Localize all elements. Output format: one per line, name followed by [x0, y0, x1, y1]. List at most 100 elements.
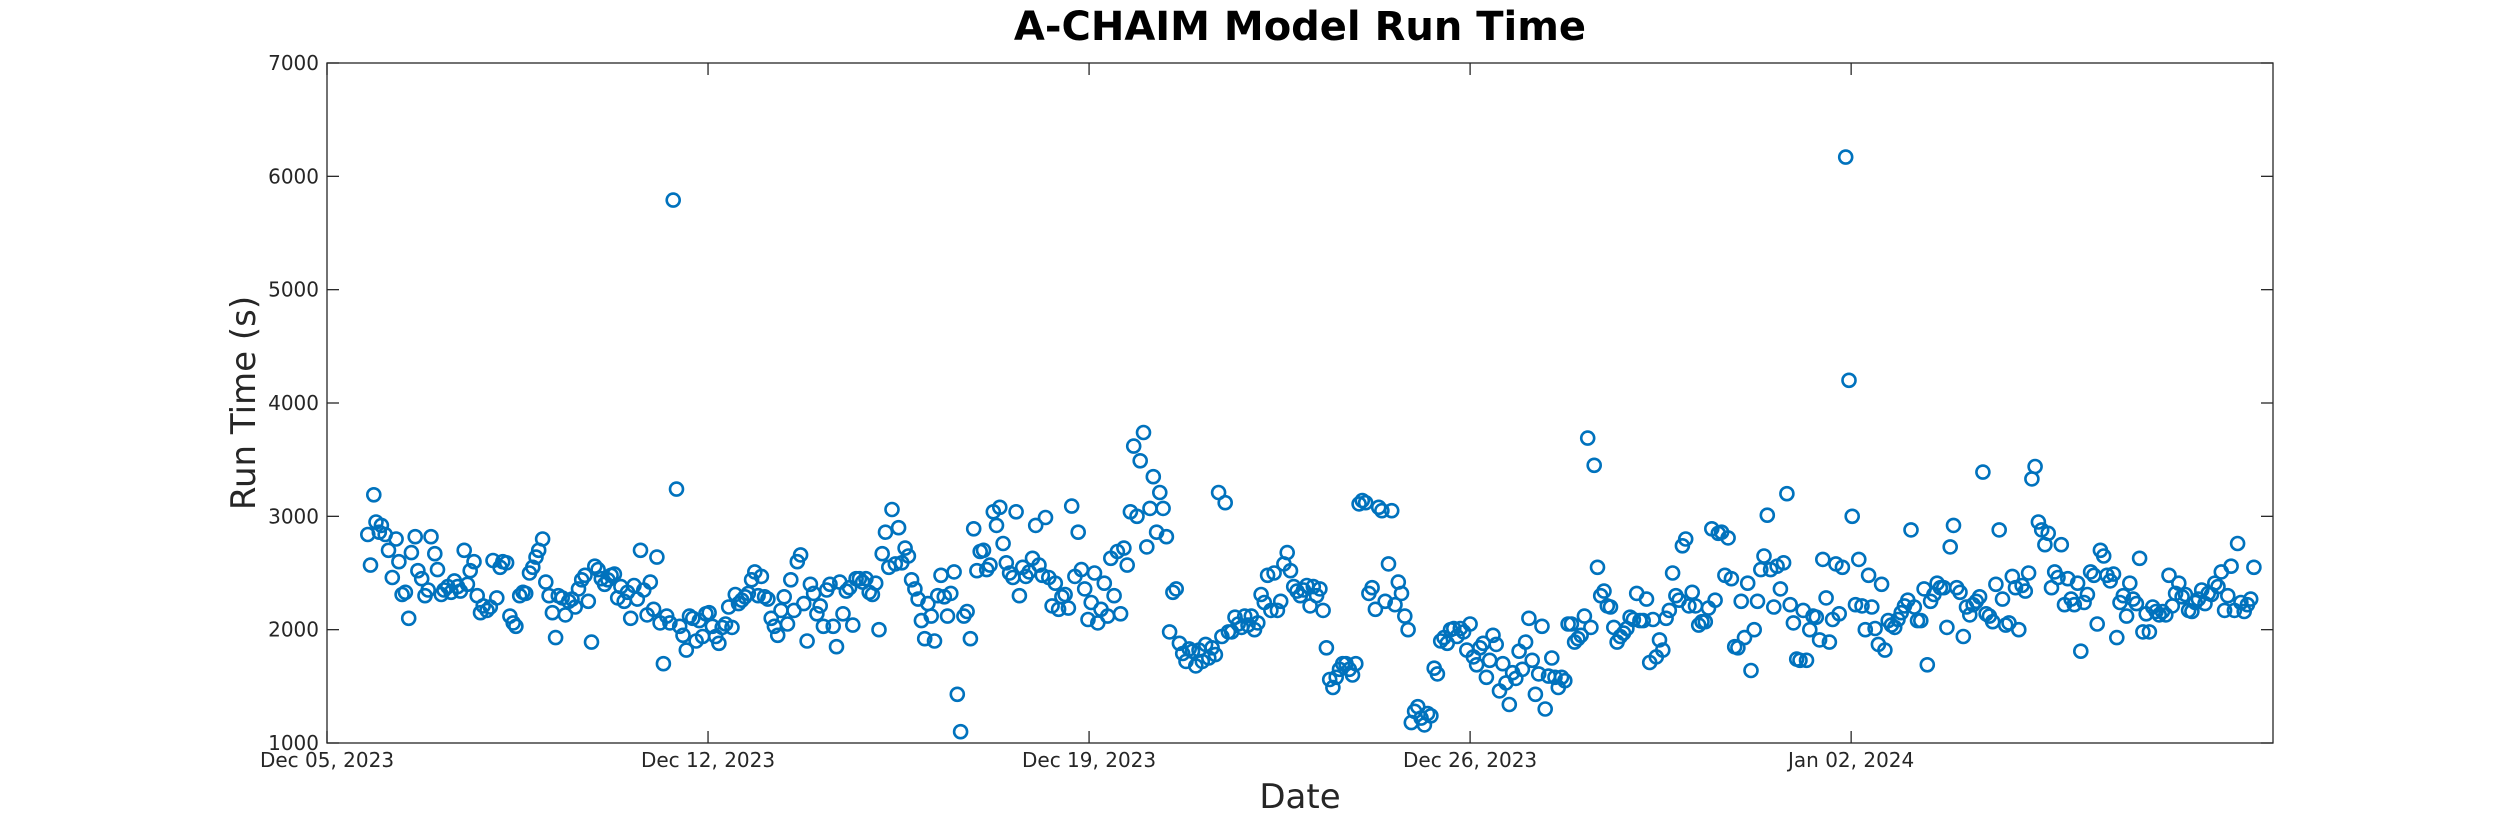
data-point: [1165, 584, 1181, 601]
x-tick-label: Dec 05, 2023: [260, 748, 394, 772]
data-point: [835, 605, 851, 622]
data-point: [1145, 468, 1162, 485]
x-tick-label: Dec 19, 2023: [1022, 748, 1156, 772]
data-point: [1325, 679, 1341, 696]
data-point: [962, 630, 979, 647]
data-point: [1854, 598, 1870, 614]
data-point: [1841, 372, 1857, 389]
data-point: [975, 542, 992, 559]
data-point: [590, 561, 606, 578]
data-point: [1681, 598, 1697, 614]
chart-title: A-CHAIM Model Run Time: [1014, 4, 1586, 50]
data-point: [2011, 621, 2027, 638]
data-point: [1008, 503, 1024, 520]
data-point: [1661, 602, 1678, 619]
data-point: [779, 616, 796, 632]
data-point: [1514, 661, 1531, 678]
data-point: [1315, 602, 1331, 619]
data-point: [2095, 548, 2112, 564]
data-point: [2122, 575, 2138, 592]
data-point: [1782, 596, 1798, 613]
data-point: [1207, 646, 1224, 663]
data-point: [384, 569, 401, 586]
data-point: [1808, 609, 1825, 626]
data-point: [1867, 620, 1883, 637]
data-point: [2079, 586, 2096, 603]
data-point: [952, 723, 969, 740]
data-point: [1553, 669, 1570, 686]
data-point: [403, 544, 420, 561]
data-point: [769, 627, 786, 644]
data-point: [2040, 525, 2056, 542]
data-point: [792, 547, 809, 563]
data-point: [1129, 508, 1145, 525]
data-point: [871, 621, 887, 638]
data-point: [1027, 517, 1044, 534]
data-point: [1942, 539, 1958, 555]
data-point: [838, 583, 855, 599]
data-point: [1547, 669, 1563, 686]
data-point: [2246, 559, 2262, 576]
data-point: [782, 571, 799, 588]
data-point: [2141, 624, 2158, 640]
data-point: [1468, 656, 1485, 673]
data-point: [2017, 583, 2034, 599]
data-point: [1837, 149, 1854, 165]
data-point: [1495, 655, 1511, 672]
data-point: [1975, 464, 1991, 480]
data-point: [2007, 579, 2024, 596]
y-tick-label: 4000: [268, 391, 319, 415]
data-point: [1847, 596, 1864, 613]
data-point: [429, 561, 446, 578]
data-point: [884, 501, 900, 518]
data-point: [776, 588, 793, 605]
x-tick-label: Dec 26, 2023: [1403, 748, 1537, 772]
data-point: [1851, 551, 1867, 568]
data-point: [1446, 620, 1462, 637]
data-point: [537, 574, 554, 590]
data-point: [1429, 666, 1446, 682]
data-point: [436, 582, 452, 598]
data-point: [391, 553, 407, 570]
data-point: [671, 618, 688, 635]
data-point: [1057, 586, 1073, 603]
data-point: [1602, 599, 1619, 615]
data-point: [995, 535, 1011, 552]
data-point: [1096, 575, 1113, 592]
data-point: [1400, 621, 1416, 638]
data-point: [1798, 652, 1815, 669]
data-point: [851, 570, 868, 587]
data-point: [365, 486, 382, 503]
data-point: [1351, 496, 1367, 512]
data-point: [655, 655, 672, 672]
data-point: [1047, 575, 1064, 592]
data-point: [2105, 566, 2122, 582]
data-point: [1031, 557, 1047, 573]
data-point: [1318, 639, 1335, 656]
data-point: [1155, 500, 1171, 517]
data-point: [1821, 634, 1838, 650]
data-point: [1383, 502, 1400, 519]
data-point: [1772, 581, 1789, 597]
data-point: [1785, 615, 1802, 631]
data-point: [740, 585, 757, 602]
data-point: [1759, 507, 1776, 524]
data-point: [1534, 618, 1550, 635]
data-point: [1348, 655, 1364, 672]
data-point: [867, 575, 884, 592]
data-point: [505, 615, 522, 631]
data-point: [508, 618, 524, 635]
data-point: [815, 618, 832, 635]
data-point: [1380, 556, 1397, 572]
data-point: [874, 545, 891, 562]
y-tick-label: 3000: [268, 504, 319, 528]
data-point: [2177, 586, 2194, 603]
data-point: [1517, 634, 1534, 650]
data-point: [1857, 621, 1874, 638]
data-point: [1873, 576, 1890, 593]
x-axis-label: Date: [1259, 777, 1340, 817]
data-point: [2030, 514, 2047, 530]
data-point: [388, 531, 404, 547]
data-point: [2109, 629, 2125, 646]
data-point: [822, 576, 838, 593]
